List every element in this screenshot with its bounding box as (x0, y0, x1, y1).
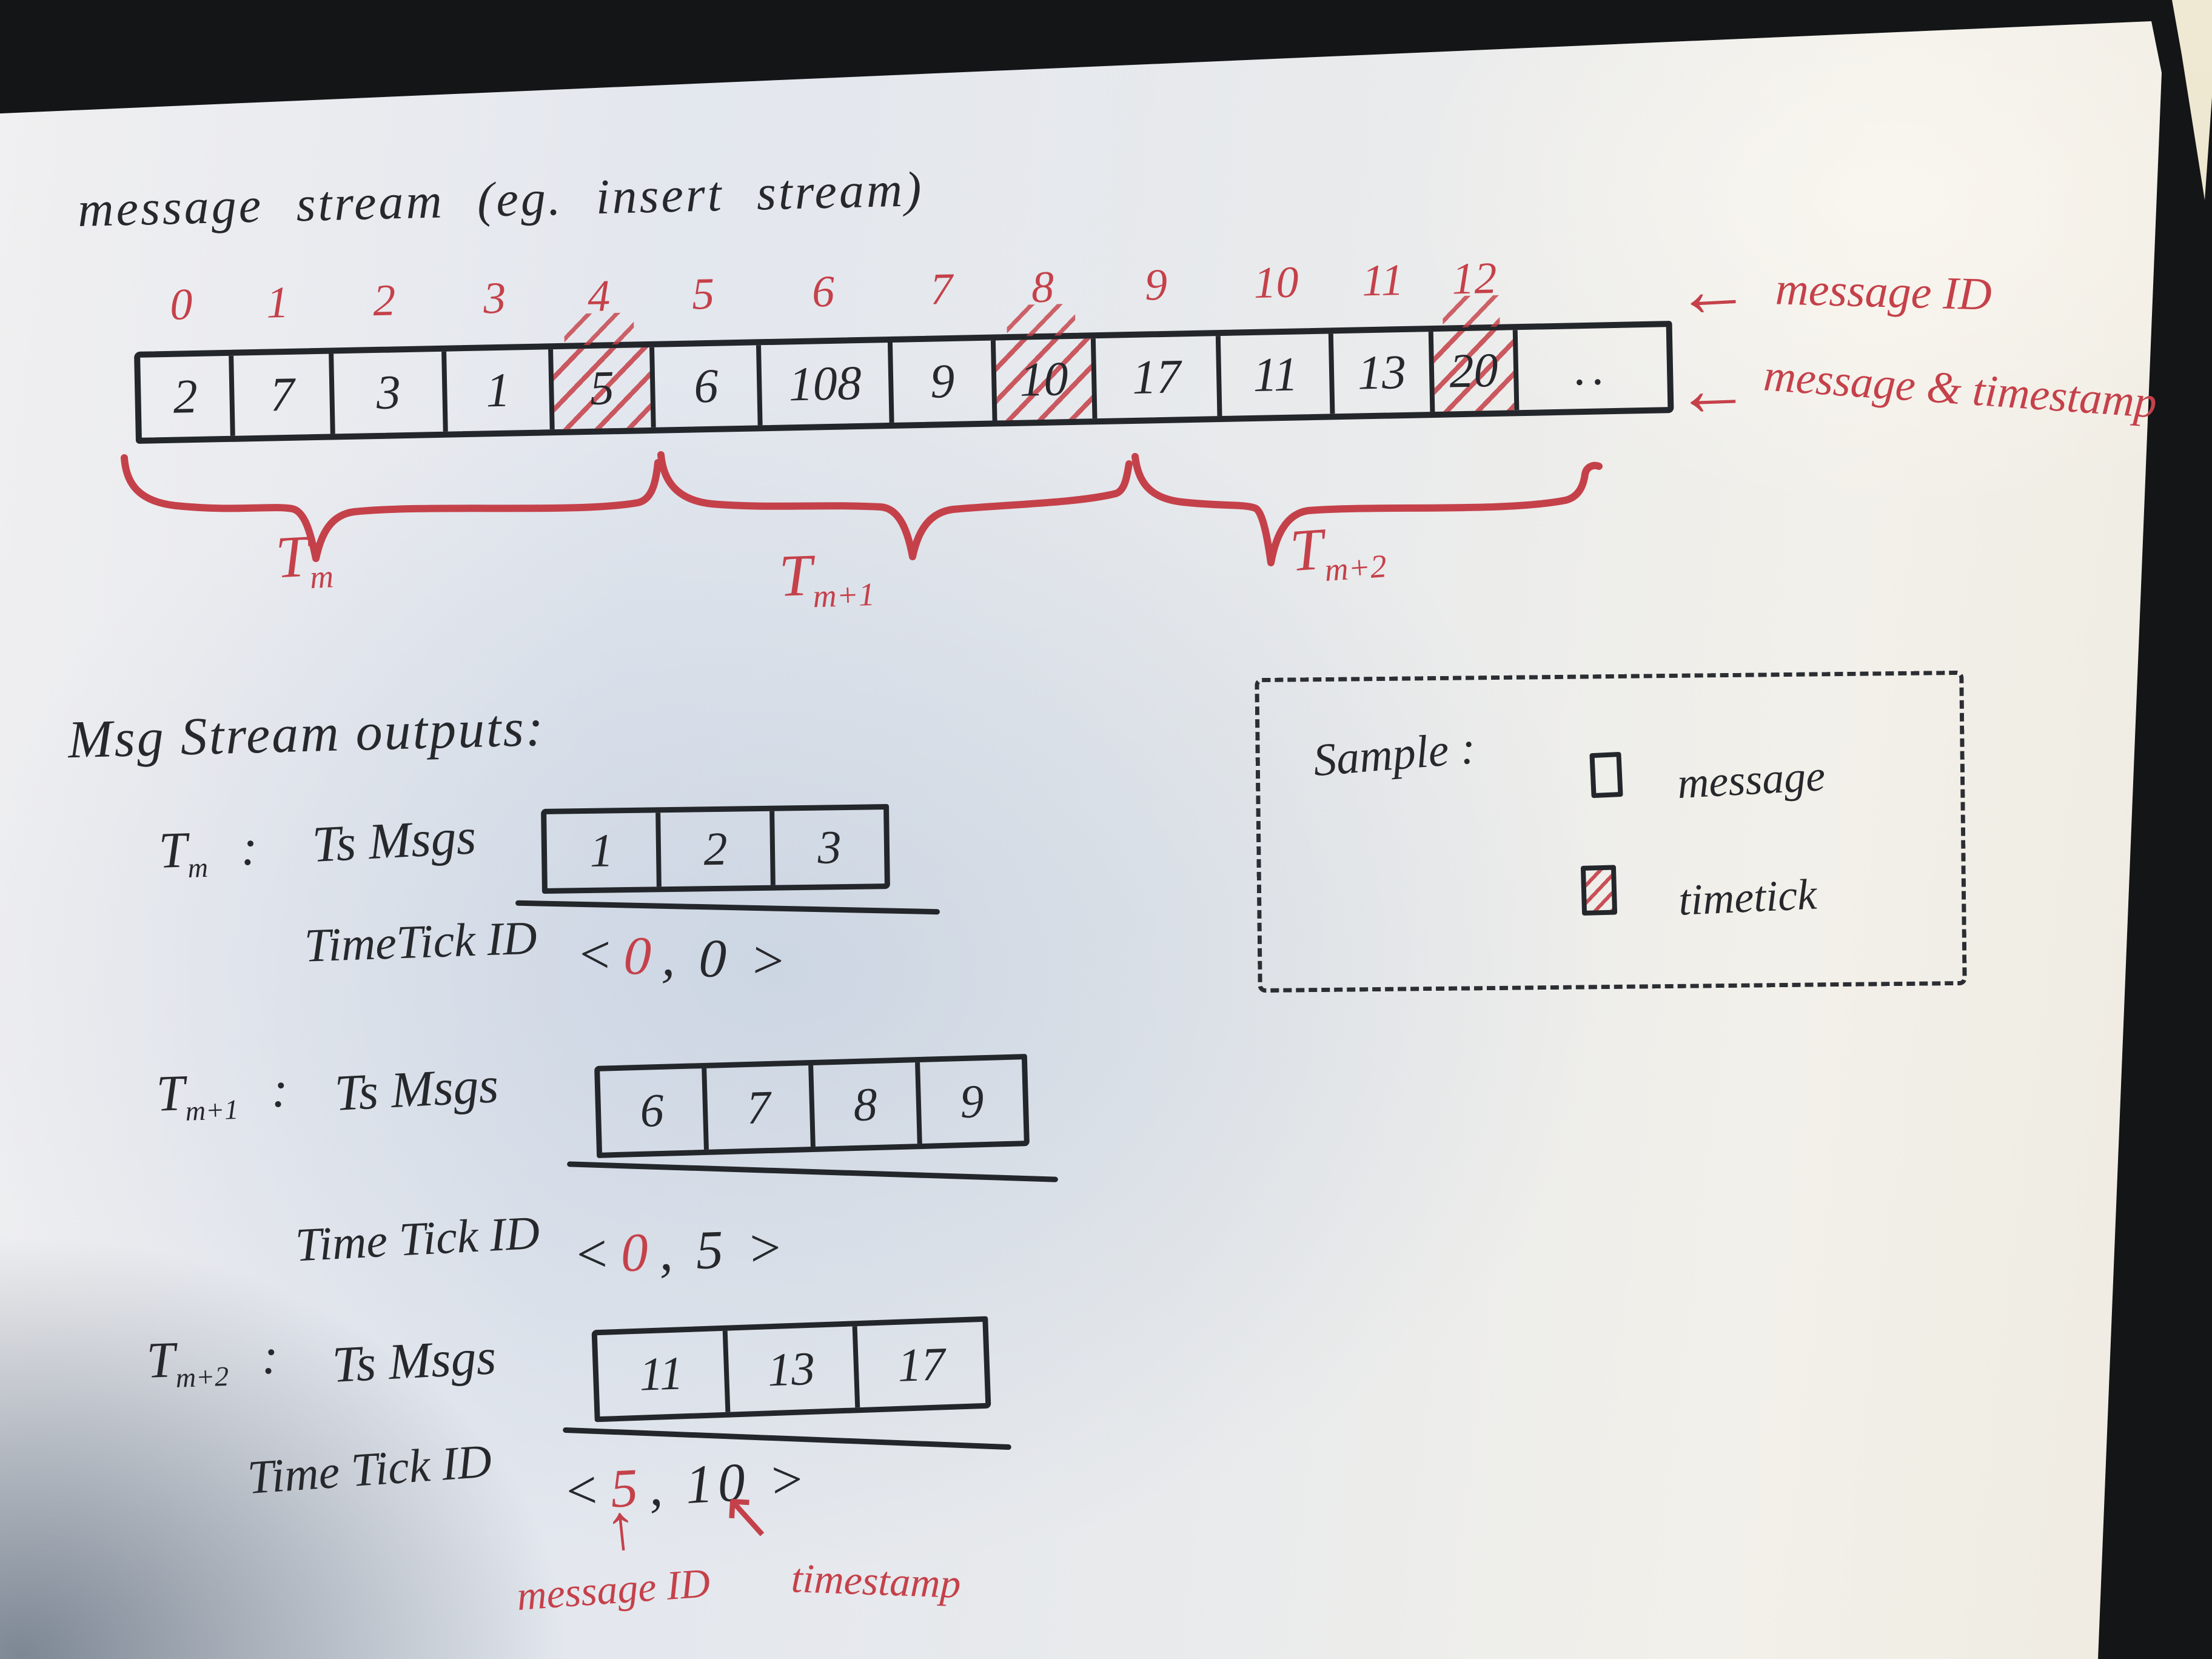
msg-cell: 2 (660, 811, 776, 887)
output-window-label: Tm : (158, 819, 259, 883)
msg-cell: 8 (813, 1062, 922, 1147)
brace-tm (121, 454, 662, 562)
stream-cell: 7 (233, 354, 336, 436)
legend-title: Sample : (1311, 722, 1478, 786)
output-window-label: Tm+2 : (146, 1328, 280, 1393)
stream-index: 3 (483, 273, 507, 324)
annotation-timestamp: timestamp (790, 1555, 962, 1607)
window-braces (121, 451, 1603, 566)
output-ts-msgs-label: Ts Msgs (330, 1328, 498, 1394)
stream-cell: 11 (1221, 333, 1335, 416)
brace-tm1 (657, 451, 1133, 560)
stream-index: 10 (1253, 257, 1299, 308)
msg-cell: 6 (600, 1068, 709, 1153)
msg-cell: 9 (959, 1074, 985, 1128)
output-msgs-box: 1 2 3 (541, 803, 890, 894)
stream-index: 7 (930, 264, 953, 315)
stream-cell: 6 (654, 345, 763, 427)
outputs-heading: Msg Stream outputs: (67, 698, 546, 770)
stream-cell-timetick: 20 (1433, 330, 1519, 412)
timetick-id-label: TimeTick ID (303, 911, 538, 972)
stream-cell: 3 (333, 351, 449, 434)
output-ts-msgs-label: Ts Msgs (333, 1056, 500, 1122)
msg-cell: 17 (897, 1337, 947, 1392)
message-swatch-icon (1589, 751, 1623, 799)
stream-index: 0 (169, 280, 193, 330)
timetick-id-value: <0, 0 > (575, 923, 793, 992)
stream-index: 2 (372, 275, 397, 326)
output-ts-msgs-label: Ts Msgs (310, 808, 478, 874)
stream-index: 1 (266, 277, 290, 328)
window-label-tm1: Tm+1 (777, 542, 876, 615)
output-msgs-box: 6 7 8 9 (594, 1054, 1030, 1158)
output-window-label: Tm+1 : (155, 1061, 289, 1127)
arrow-left-icon: ← (1673, 346, 1752, 434)
msg-cell: 13 (727, 1326, 860, 1412)
arrow-upleft-icon: ↖ (718, 1478, 776, 1553)
stream-cell-timetick: 10 (995, 338, 1098, 421)
stream-cell: 1 (446, 349, 555, 432)
msg-cell: 11 (597, 1330, 731, 1417)
stream-index: 11 (1361, 255, 1404, 306)
stream-index: 5 (691, 269, 715, 320)
stream-index: 6 (811, 266, 835, 317)
stream-cell-timetick: 5 (552, 347, 657, 430)
arrow-left-icon: ← (1672, 246, 1753, 335)
stream-cell-ellipsis: .. (1574, 341, 1612, 395)
legend-item-label: message (1676, 751, 1827, 808)
stream-cell: 108 (760, 342, 894, 426)
msg-cell: 1 (546, 813, 662, 888)
output-msgs-box: 11 13 17 (591, 1316, 991, 1423)
window-label-tm: Tm (273, 523, 335, 596)
window-label-tm2: Tm+2 (1288, 516, 1388, 589)
timetick-swatch-icon (1580, 865, 1618, 916)
stream-cell: 9 (893, 340, 997, 423)
msg-cell: 3 (817, 820, 842, 874)
stream-index: 9 (1144, 260, 1168, 310)
stream-cell: 2 (140, 355, 236, 438)
stream-cell: 13 (1333, 331, 1435, 414)
legend-item-label: timetick (1677, 870, 1818, 925)
brace-tm2 (1131, 453, 1603, 566)
stream-label-message-id: message ID (1774, 263, 1992, 320)
stream-cell: 17 (1095, 336, 1222, 419)
msg-cell: 7 (706, 1065, 816, 1150)
timetick-id-value: <0, 5 > (572, 1217, 789, 1285)
legend-box: Sample : message timetick (1255, 670, 1967, 993)
